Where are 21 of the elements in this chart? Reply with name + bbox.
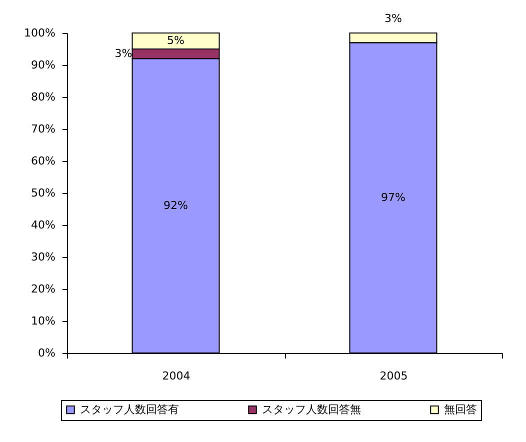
data-label: 97% bbox=[381, 190, 406, 204]
y-tick-label: 50% bbox=[31, 186, 56, 200]
y-tick-label: 100% bbox=[24, 26, 56, 40]
y-tick-label: 30% bbox=[31, 250, 56, 264]
y-tick-label: 20% bbox=[31, 282, 56, 296]
legend-label: スタッフ人数回答無 bbox=[262, 402, 361, 416]
data-label: 3% bbox=[384, 12, 402, 25]
y-tick-label: 90% bbox=[31, 58, 56, 72]
x-tick-label: 2004 bbox=[162, 370, 190, 382]
data-label: 3% bbox=[114, 46, 132, 60]
data-label: 92% bbox=[164, 198, 188, 212]
y-tick-label: 40% bbox=[31, 218, 56, 232]
data-label: 5% bbox=[167, 34, 184, 47]
x-tick-label: 2005 bbox=[380, 370, 408, 382]
legend-label: 無回答 bbox=[444, 402, 477, 416]
y-tick-label: 60% bbox=[31, 154, 56, 168]
y-tick-label: 0% bbox=[38, 346, 56, 360]
legend-label: スタッフ人数回答有 bbox=[80, 402, 179, 416]
y-tick-label: 70% bbox=[31, 122, 56, 136]
y-tick-label: 10% bbox=[31, 314, 56, 328]
y-tick-label: 80% bbox=[31, 90, 56, 104]
